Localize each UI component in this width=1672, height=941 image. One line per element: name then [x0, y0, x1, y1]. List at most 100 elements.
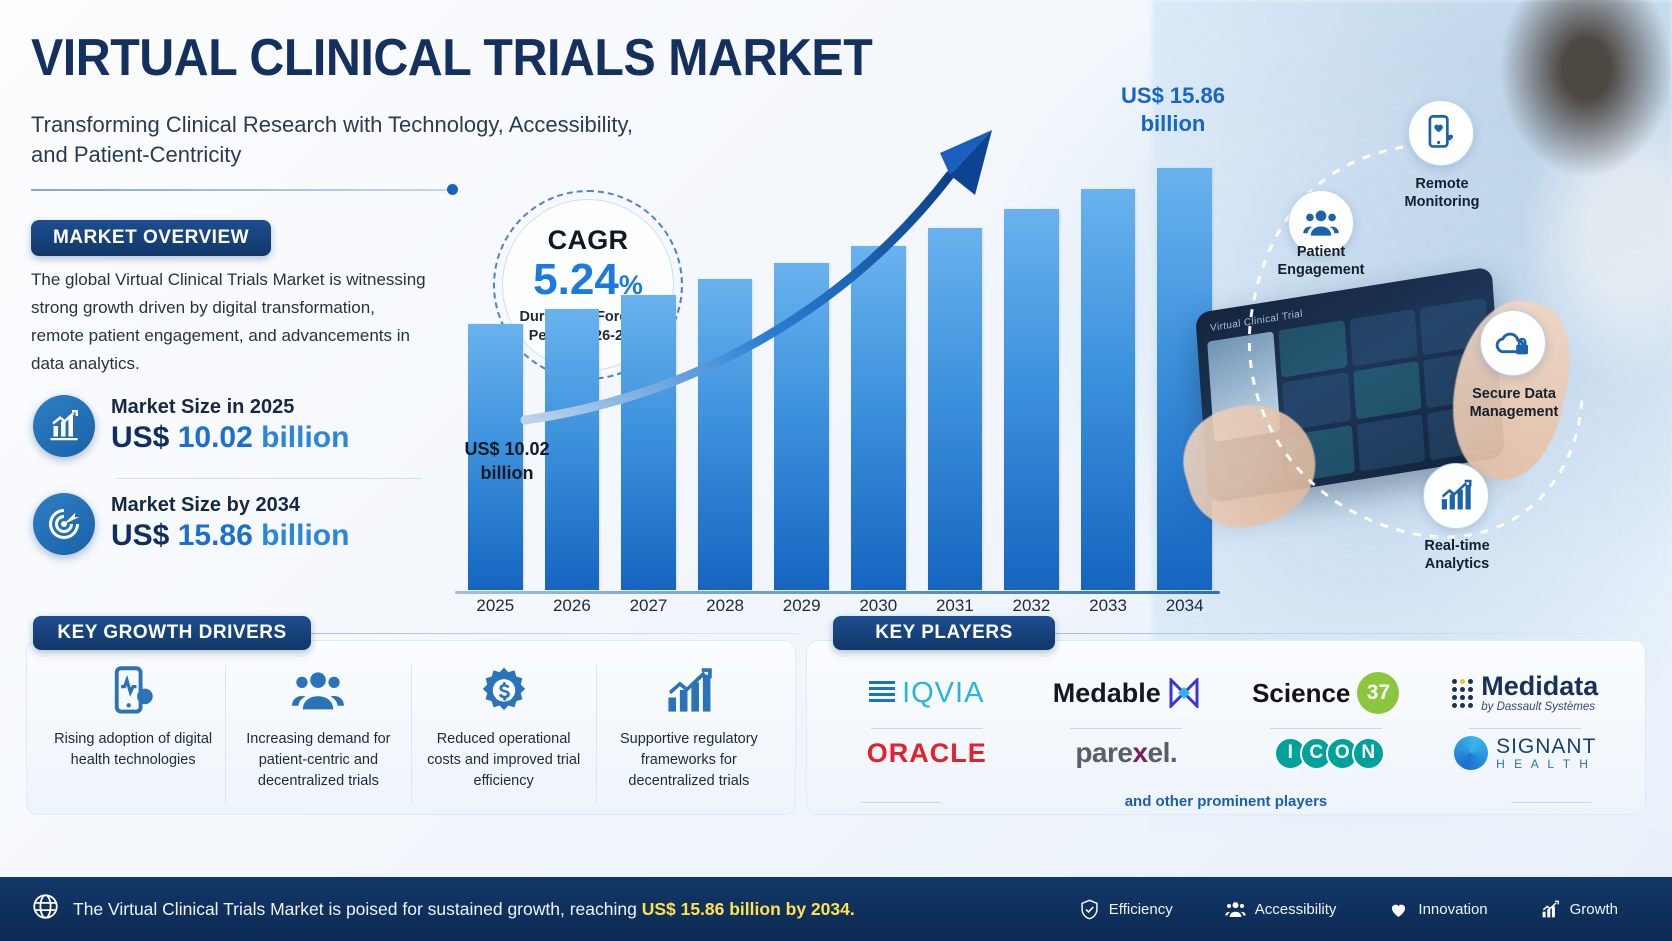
x-tick-label: 2026: [552, 596, 591, 615]
drivers-pill-rule: [300, 633, 800, 634]
bar: [927, 228, 983, 590]
stat-label: Market Size by 2034: [111, 494, 300, 517]
medable-logo: Medable: [1053, 678, 1200, 709]
growth-chart-icon: [33, 395, 95, 457]
stat-number: 15.86: [177, 519, 253, 553]
key-growth-drivers-panel: Rising adoption of digital health techno…: [26, 640, 796, 815]
iqvia-logo: IQVIA: [869, 677, 984, 710]
driver-item: Rising adoption of digital health techno…: [41, 665, 227, 804]
page-subtitle: Transforming Clinical Research with Tech…: [31, 112, 633, 167]
orbit-label-remote-monitoring: Remote Monitoring: [1372, 175, 1512, 211]
x-tick-label: 2028: [706, 596, 744, 615]
footer-badge-label: Growth: [1569, 900, 1618, 918]
analytics-icon: [1441, 479, 1472, 510]
orbit-icon-patient-engagement: [1288, 190, 1354, 256]
driver-text: Supportive regulatory frameworks for dec…: [619, 731, 758, 789]
stat-market-size-2025: Market Size in 2025 US$ 10.02 billion: [33, 395, 349, 457]
footer-badge-label: Accessibility: [1254, 900, 1337, 918]
bar: [697, 279, 753, 590]
bar: [1080, 189, 1136, 590]
bar: [621, 295, 676, 590]
driver-text: Increasing demand for patient-centric an…: [246, 731, 391, 789]
medidata-subtitle: by Dassault Systèmes: [1481, 700, 1595, 713]
player-name: IQVIA: [902, 676, 985, 709]
bar-column: [1080, 138, 1136, 590]
player-logo-iqvia: IQVIA: [827, 663, 1027, 729]
chart-start-callout: US$ 10.02 billion: [452, 437, 562, 485]
header-divider-dot: [447, 184, 458, 195]
orbit-label-secure-data-management: Secure Data Management: [1444, 385, 1584, 421]
bar-column: [850, 138, 906, 590]
x-tick-label: 2027: [629, 596, 668, 615]
gear-dollar-icon: [482, 667, 525, 711]
icon-letter: C: [1299, 736, 1333, 770]
chart-x-axis: [455, 591, 1220, 594]
stat-prefix: US$: [111, 421, 170, 455]
market-size-bar-chart: 2025 2026 2027 2028 2029 2030 2031 2032 2033 2034: [455, 120, 1220, 615]
stat-number: 10.02: [177, 421, 253, 455]
orbit-label-line1: Remote: [1415, 176, 1469, 192]
people-icon: [292, 672, 345, 710]
player-name: Science: [1252, 677, 1351, 708]
player-name: ORACLE: [866, 737, 987, 768]
bar-column: [544, 138, 600, 590]
medidata-logo: Medidata by Dassault Systèmes: [1452, 672, 1598, 714]
market-overview-pill: MARKET OVERVIEW: [31, 220, 271, 256]
bar: [774, 263, 829, 590]
player-logo-medidata: Medidata by Dassault Systèmes: [1426, 663, 1626, 729]
chart-end-callout-line1: US$ 15.86: [1121, 83, 1225, 108]
chart-start-callout-line1: US$ 10.02: [464, 439, 550, 459]
hand-heart-icon: [1392, 904, 1406, 917]
iqvia-bars-icon: [869, 681, 896, 705]
driver-text: Reduced operational costs and improved t…: [427, 731, 581, 789]
people-icon: [1303, 210, 1339, 236]
footer-badge-innovation: Innovation: [1388, 899, 1488, 920]
header-divider: [31, 189, 451, 191]
stat-unit: billion: [261, 519, 350, 553]
icon-letter: N: [1351, 736, 1385, 770]
x-tick-label: 2033: [1089, 596, 1127, 615]
x-tick-label: 2025: [476, 596, 515, 615]
players-footer-note: and other prominent players: [827, 793, 1625, 810]
signant-logo: SIGNANT H E A L T H: [1454, 735, 1596, 771]
icon-letter: I: [1273, 736, 1307, 770]
footer-badges: Efficiency Accessibility Innovation Grow…: [1079, 899, 1618, 920]
orbit-icon-secure-data-management: [1480, 310, 1546, 376]
bar-column: [927, 138, 983, 590]
orbit-label-line2: Engagement: [1277, 262, 1365, 278]
orbit-label-line2: Management: [1469, 404, 1559, 420]
signant-subtitle: H E A L T H: [1496, 756, 1591, 771]
target-icon: [33, 493, 95, 555]
footer-banner: The Virtual Clinical Trials Market is po…: [0, 877, 1672, 941]
orbit-label-line1: Real-time: [1424, 538, 1490, 554]
driver-text: Rising adoption of digital health techno…: [54, 731, 213, 768]
stat-divider: [117, 478, 422, 479]
bar-column: [774, 138, 829, 590]
orbit-label-patient-engagement: Patient Engagement: [1251, 243, 1391, 279]
footer-text-before: The Virtual Clinical Trials Market is po…: [73, 898, 642, 919]
key-players-panel: IQVIA Medable Science 37: [806, 640, 1646, 815]
x-tick-label: 2029: [782, 596, 821, 615]
footer-badge-efficiency: Efficiency: [1079, 899, 1173, 920]
footer-highlight: US$ 15.86 billion by 2034.: [641, 898, 855, 919]
player-logo-icon: I C O N: [1226, 723, 1426, 783]
science37-logo: Science 37: [1252, 672, 1400, 714]
player-logo-medable: Medable: [1027, 663, 1227, 729]
player-name: parexel.: [1075, 737, 1178, 768]
mobile-heart-icon: [1428, 115, 1454, 148]
player-name: Medable: [1052, 677, 1161, 708]
people-icon: [1225, 901, 1246, 917]
cloud-lock-icon: [1495, 332, 1529, 355]
key-growth-drivers-pill: KEY GROWTH DRIVERS: [33, 616, 311, 650]
shield-check-icon: [1081, 899, 1098, 919]
chart-bars: [468, 138, 1212, 590]
x-tick-label: 2031: [935, 596, 974, 615]
chart-end-callout-line2: billion: [1140, 111, 1206, 136]
icon-letter: O: [1325, 736, 1359, 770]
orbit-label-line2: Monitoring: [1404, 194, 1480, 210]
driver-item: Supportive regulatory frameworks for dec…: [597, 665, 781, 804]
chart-x-tick-labels: 2025 2026 2027 2028 2029 2030 2031 2032 2033 2034: [468, 596, 1212, 616]
chart-start-callout-line2: billion: [480, 463, 534, 483]
footer-text: The Virtual Clinical Trials Market is po…: [73, 899, 855, 920]
